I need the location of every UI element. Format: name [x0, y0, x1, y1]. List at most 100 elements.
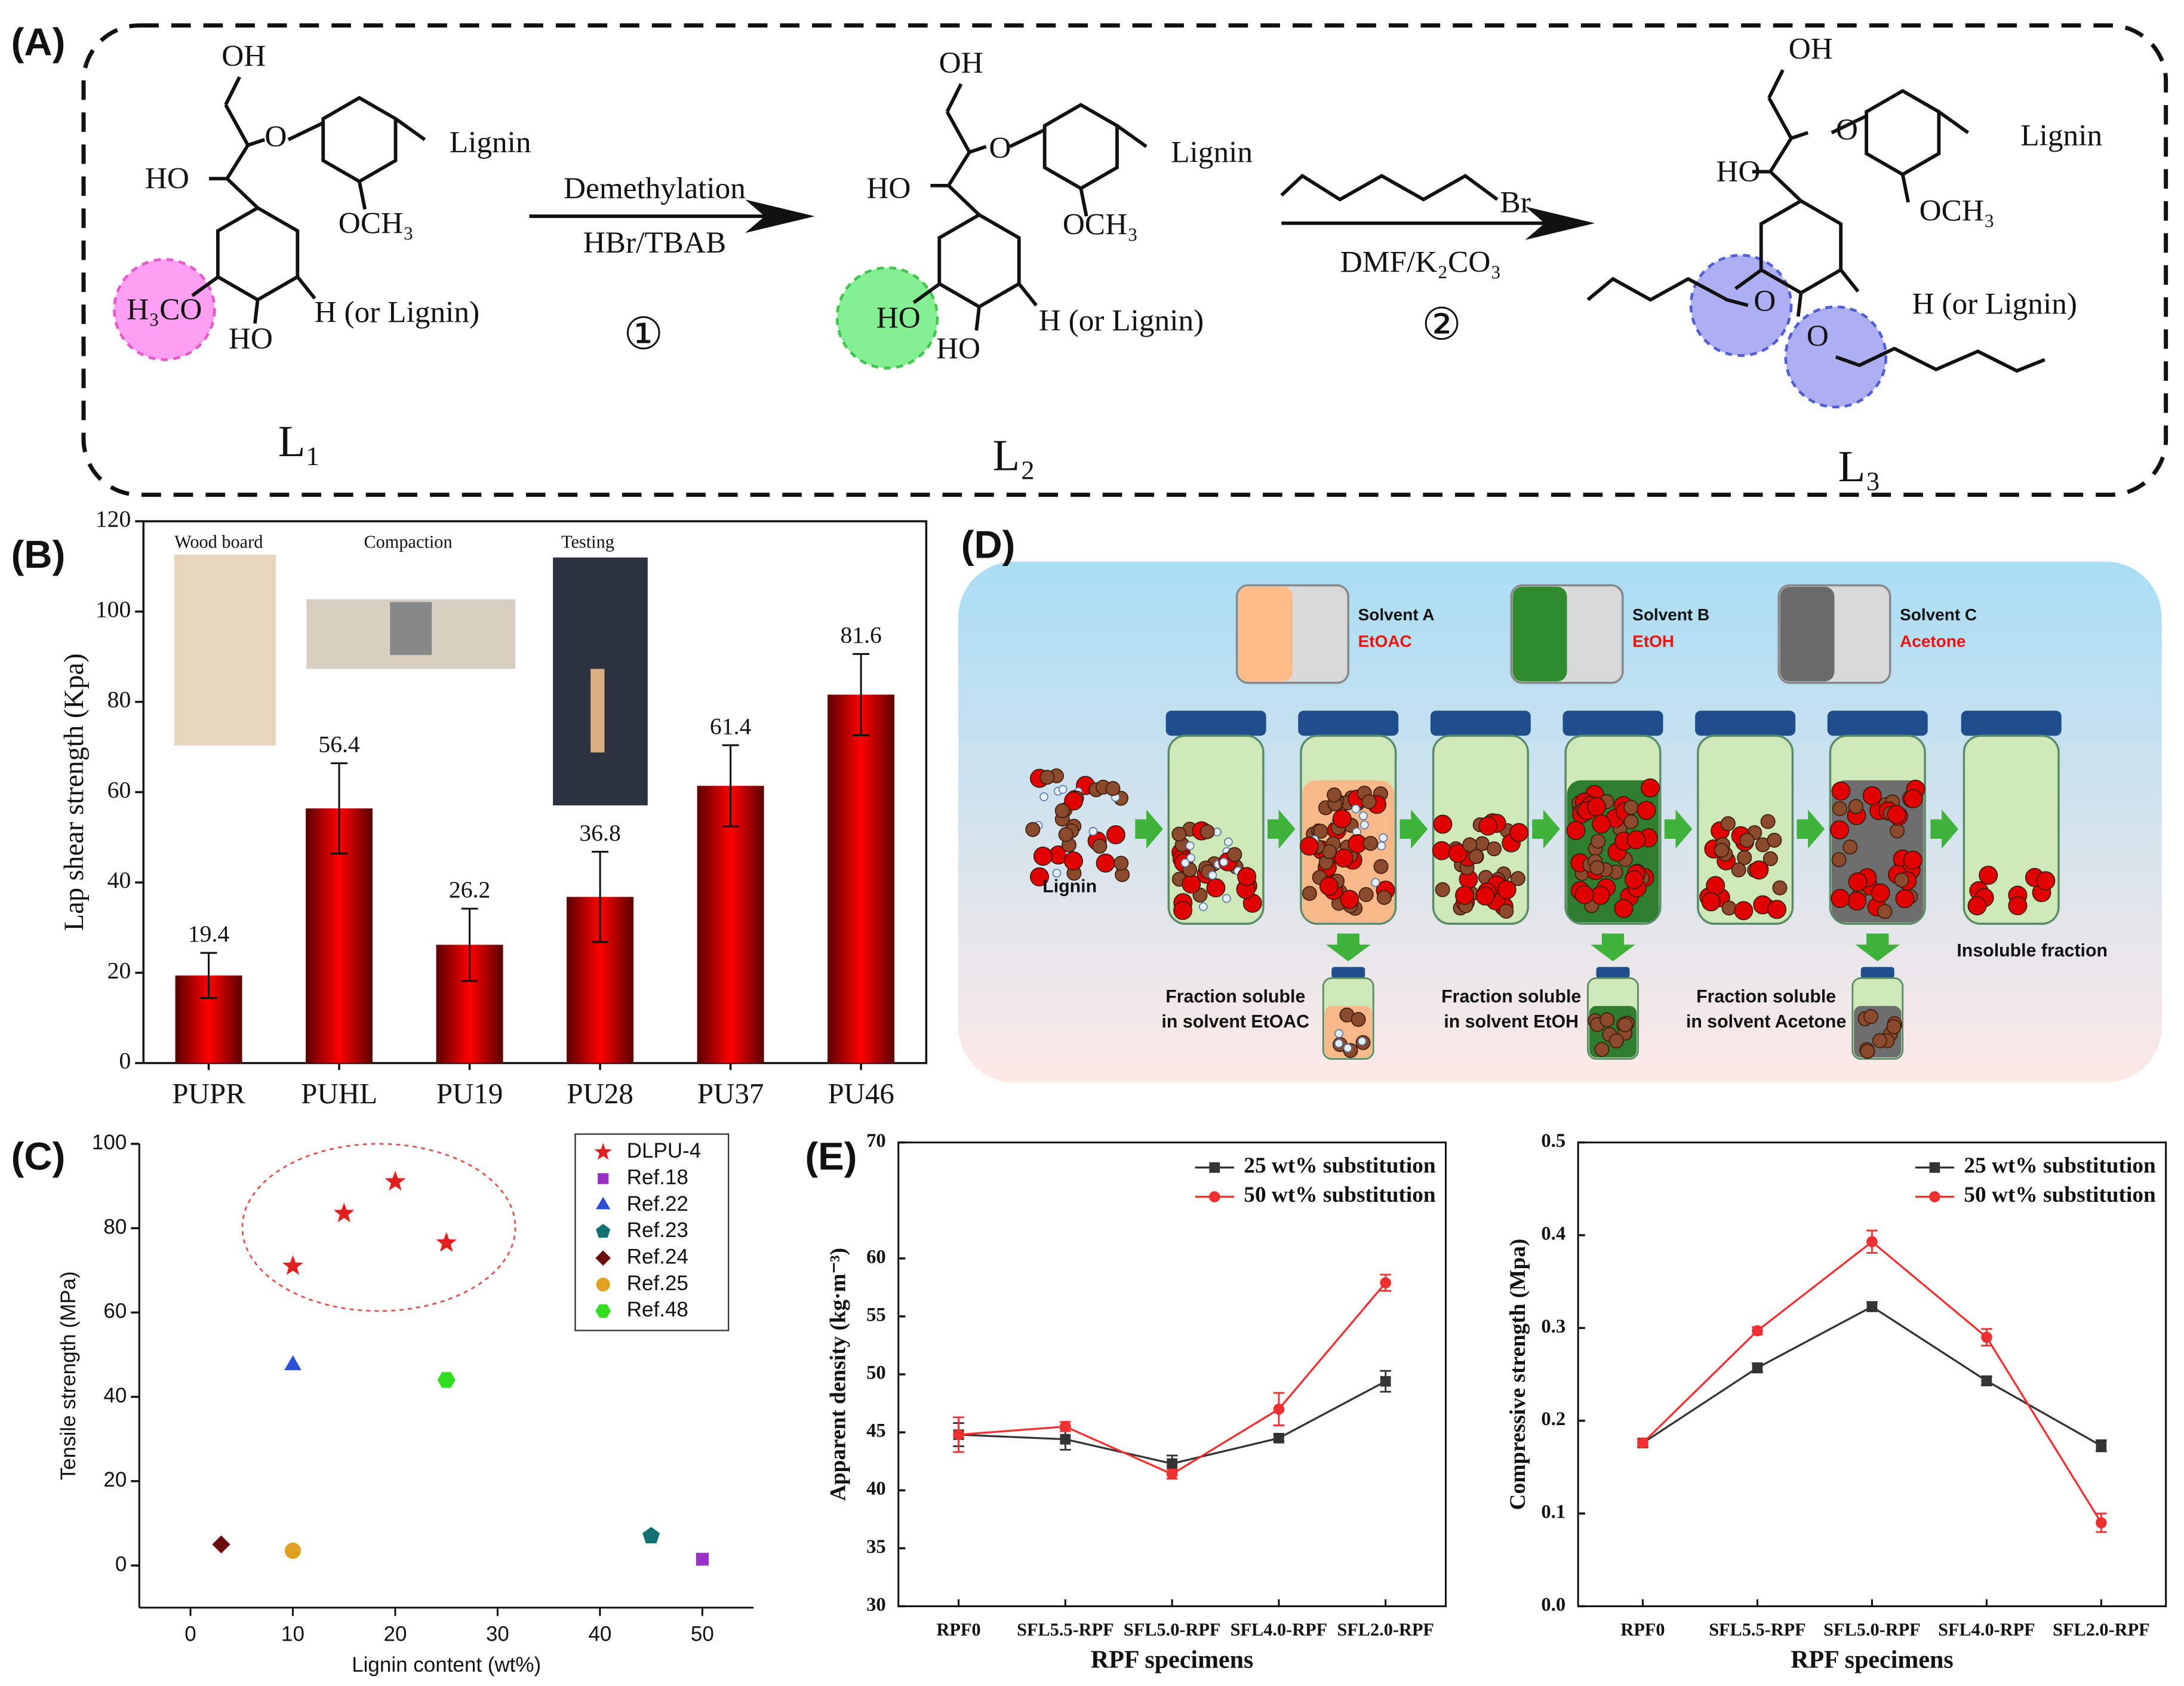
legend-marker — [595, 1250, 611, 1266]
fraction-label: Fraction soluble — [1696, 987, 1836, 1007]
bond — [247, 138, 266, 147]
legend-marker — [594, 1143, 612, 1160]
particle — [2008, 896, 2028, 915]
bond — [1018, 283, 1038, 307]
compound-label: L₃ — [1838, 442, 1881, 491]
bond — [947, 151, 971, 187]
particle — [1637, 801, 1656, 820]
fraction-label: in solvent EtOAC — [1162, 1012, 1310, 1032]
particle — [1478, 816, 1498, 836]
particle — [1967, 896, 1987, 916]
y-tick-label: 100 — [96, 596, 131, 622]
particle — [1351, 1012, 1366, 1027]
particle — [1641, 778, 1660, 798]
bond — [287, 121, 324, 141]
bond — [225, 144, 250, 180]
flow-arrow — [1797, 810, 1825, 849]
legend-marker — [596, 1277, 610, 1292]
jar-cap — [1827, 710, 1928, 736]
reagent: Demethylation — [564, 171, 746, 205]
particle — [1720, 816, 1736, 832]
panel-label: (D) — [961, 523, 1016, 567]
y-axis-label: Apparent density (kg·m⁻³) — [826, 1248, 850, 1501]
particle — [1334, 1029, 1343, 1038]
particle — [1626, 830, 1646, 850]
y-tick-label: 20 — [103, 1468, 127, 1491]
x-tick-label: SFL2.0-RPF — [2053, 1619, 2150, 1639]
bond — [945, 110, 971, 153]
y-tick-label: 0.2 — [1541, 1408, 1565, 1430]
plot-frame — [1577, 1142, 2167, 1607]
ring — [321, 96, 398, 184]
vial-cap — [1331, 967, 1365, 979]
highlight — [1689, 254, 1793, 357]
reagent: HBr/TBAB — [583, 226, 726, 260]
bar — [697, 786, 764, 1063]
particle — [1025, 822, 1041, 837]
flow-arrow — [1135, 810, 1163, 849]
legend-marker — [596, 1224, 611, 1238]
group-label: H (or Lignin) — [315, 296, 479, 330]
legend-label: Ref.18 — [627, 1165, 688, 1189]
bond — [1796, 293, 1803, 317]
flow-arrow — [1325, 933, 1371, 962]
particle — [1767, 900, 1787, 919]
particle — [1054, 803, 1070, 819]
bond — [1734, 269, 1762, 290]
bond — [1791, 131, 1809, 140]
y-tick-label: 55 — [866, 1304, 886, 1325]
panel-label: (A) — [11, 20, 66, 63]
y-tick-label: 30 — [866, 1594, 886, 1616]
particle — [1063, 851, 1083, 871]
particle — [1599, 1012, 1615, 1027]
particle — [1871, 883, 1890, 903]
jar-cap — [1695, 710, 1796, 736]
point — [282, 1255, 303, 1275]
x-axis-label: Lignin content (wt%) — [352, 1653, 541, 1676]
particle — [1302, 885, 1317, 901]
particle — [1749, 860, 1769, 880]
bond — [1769, 170, 1802, 202]
point — [1637, 1437, 1648, 1449]
bond — [296, 276, 316, 300]
group-label: HO — [936, 331, 980, 365]
particle — [1455, 885, 1475, 905]
point — [1380, 1277, 1392, 1288]
particle — [1830, 820, 1850, 840]
x-tick-label: SFL5.5-RPF — [1017, 1619, 1114, 1639]
group-label: HO — [876, 301, 921, 335]
bond — [945, 83, 963, 113]
particle — [1832, 801, 1848, 817]
particle — [1058, 827, 1073, 842]
solvent-fill — [1238, 586, 1293, 682]
group-label: H₃CO — [127, 293, 202, 327]
bond — [1767, 69, 1785, 99]
particle — [1224, 837, 1233, 847]
particle — [1319, 876, 1339, 896]
bond — [1767, 97, 1793, 139]
flow-arrow — [1664, 810, 1693, 849]
solvent-label: Acetone — [1900, 632, 1965, 650]
bond — [1831, 114, 1868, 134]
particle — [1510, 871, 1525, 886]
y-tick-label: 40 — [107, 867, 131, 893]
solvent-name: Solvent A — [1358, 605, 1435, 624]
particle — [1734, 901, 1754, 921]
inset-label: Testing — [561, 531, 614, 552]
particle — [1509, 823, 1529, 842]
particle — [1706, 876, 1725, 896]
particle — [1877, 904, 1893, 919]
y-tick-label: 45 — [866, 1420, 886, 1442]
group-label: HO — [145, 162, 189, 196]
y-axis-label: Compressive strength (Mpa) — [1506, 1239, 1530, 1510]
x-tick-label: SFL4.0-RPF — [1231, 1619, 1328, 1639]
bond — [1937, 110, 1970, 134]
particle — [1468, 848, 1484, 864]
x-tick-label: 0 — [184, 1623, 196, 1646]
flow-arrow — [1930, 810, 1959, 849]
flow-arrow — [1399, 810, 1428, 849]
particle — [1890, 823, 1905, 839]
legend-marker — [598, 1173, 609, 1184]
solvent-name: Solvent C — [1900, 605, 1977, 624]
particle — [1199, 902, 1208, 912]
